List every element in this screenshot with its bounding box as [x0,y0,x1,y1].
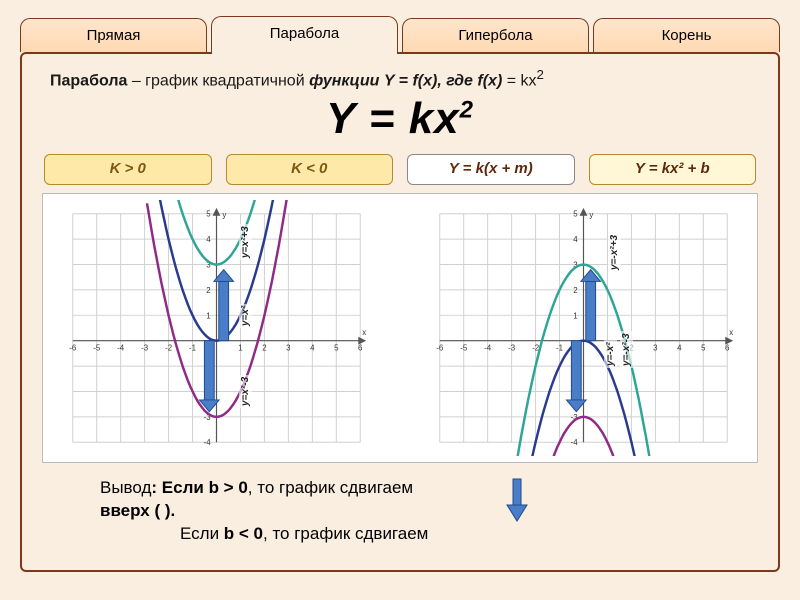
svg-text:5: 5 [701,343,706,352]
arrow-down-icon [504,477,530,523]
svg-text:x: x [362,327,366,336]
tab-root[interactable]: Корень [593,18,780,52]
svg-text:-1: -1 [556,343,563,352]
curve-label: y=x²-3 [239,374,252,407]
svg-text:3: 3 [653,343,658,352]
chip-shift-y[interactable]: Y = kx² + b [589,154,757,185]
conclusion: Вывод: Если b > 0, то график сдвигаем вв… [40,471,760,546]
curve-label: y=-x² [604,340,617,368]
tab-line[interactable]: Прямая [20,18,207,52]
svg-text:5: 5 [573,209,578,218]
svg-text:4: 4 [206,235,211,244]
main-formula: Y = kx2 [40,94,760,144]
svg-text:-1: -1 [189,343,196,352]
svg-text:-6: -6 [436,343,444,352]
svg-text:-4: -4 [484,343,492,352]
term: Парабола [50,72,127,89]
svg-text:5: 5 [206,209,211,218]
svg-text:-4: -4 [117,343,125,352]
svg-text:6: 6 [725,343,730,352]
svg-text:-4: -4 [571,438,579,447]
svg-text:4: 4 [573,235,578,244]
tab-label: Парабола [270,25,340,42]
svg-text:5: 5 [334,343,339,352]
charts-row: -6-5-4-3-2-1123456-4-3-2-1123450xy y=x²+… [42,193,758,463]
svg-text:2: 2 [206,286,210,295]
curve-label: y=x² [239,303,252,327]
svg-text:1: 1 [206,311,210,320]
svg-text:2: 2 [262,343,266,352]
svg-text:-4: -4 [204,438,212,447]
tab-label: Гипербола [458,27,532,44]
curve-label: y=x²+3 [239,224,252,260]
svg-text:-3: -3 [508,343,516,352]
svg-text:-5: -5 [93,343,101,352]
content-panel: Парабола – график квадратичной функции Y… [20,52,780,572]
svg-text:-5: -5 [460,343,468,352]
svg-text:-2: -2 [165,343,172,352]
tab-label: Корень [662,27,712,44]
chips-row: K > 0 K < 0 Y = k(x + m) Y = kx² + b [40,154,760,185]
chip-k-negative[interactable]: K < 0 [226,154,394,185]
svg-text:-6: -6 [69,343,77,352]
svg-text:1: 1 [573,311,577,320]
chart-right-svg: -6-5-4-3-2-1123456-4-3-2-1123450xy [420,200,747,456]
svg-text:1: 1 [238,343,242,352]
curve-label: y=-x²+3 [608,233,621,272]
svg-text:4: 4 [677,343,682,352]
chart-right: -6-5-4-3-2-1123456-4-3-2-1123450xy y=-x²… [420,200,747,456]
curve-label: y=-x²-3 [620,331,633,368]
tab-hyperbola[interactable]: Гипербола [402,18,589,52]
svg-text:3: 3 [286,343,291,352]
tabs-bar: Прямая Парабола Гипербола Корень [0,0,800,52]
chip-k-positive[interactable]: K > 0 [44,154,212,185]
svg-text:-3: -3 [141,343,149,352]
svg-text:y: y [222,210,226,219]
chip-shift-x[interactable]: Y = k(x + m) [407,154,575,185]
svg-text:6: 6 [358,343,363,352]
chart-left: -6-5-4-3-2-1123456-4-3-2-1123450xy y=x²+… [53,200,380,456]
chart-left-svg: -6-5-4-3-2-1123456-4-3-2-1123450xy [53,200,380,456]
tab-label: Прямая [87,27,141,44]
svg-text:x: x [729,327,733,336]
svg-text:2: 2 [573,286,577,295]
svg-text:4: 4 [310,343,315,352]
tab-parabola[interactable]: Парабола [211,16,398,54]
svg-text:y: y [589,210,593,219]
definition-text: Парабола – график квадратичной функции Y… [40,66,760,92]
